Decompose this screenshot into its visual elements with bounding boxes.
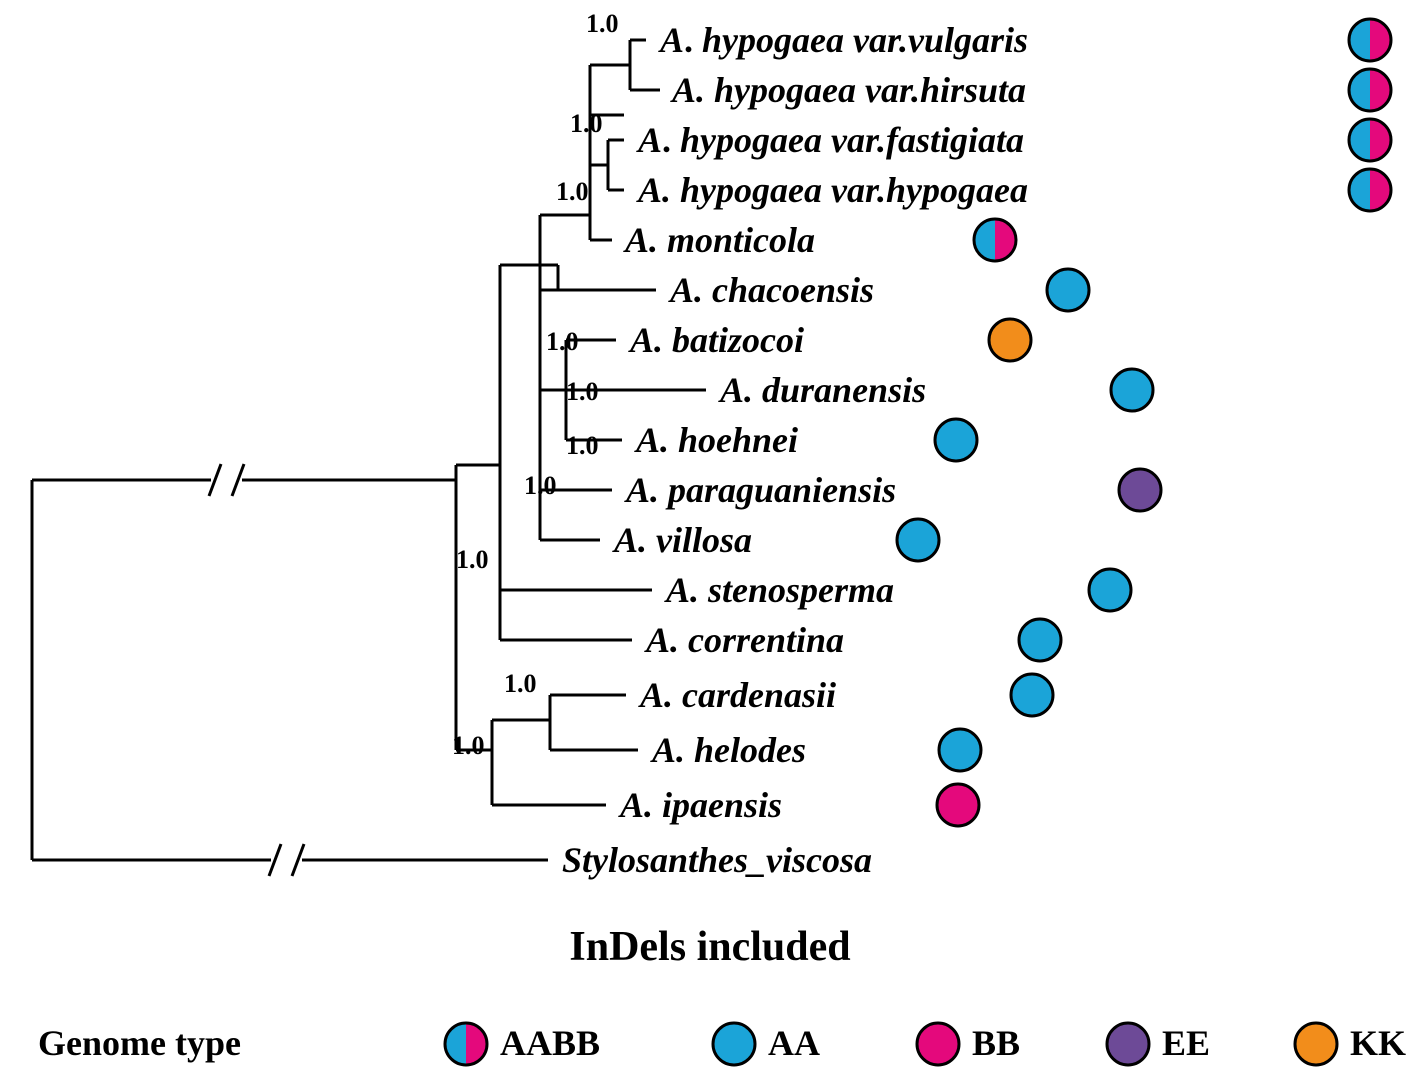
genome-marker bbox=[989, 319, 1031, 361]
taxon-label: A. hypogaea var.vulgaris bbox=[658, 20, 1028, 60]
genome-marker bbox=[1011, 674, 1053, 716]
genome-marker bbox=[1047, 269, 1089, 311]
support-value: 1.0 bbox=[586, 9, 619, 38]
genome-marker bbox=[445, 1023, 487, 1065]
genome-marker bbox=[939, 729, 981, 771]
genome-marker bbox=[1349, 19, 1391, 61]
taxon-label: A. villosa bbox=[612, 520, 752, 560]
legend-item-label: KK bbox=[1350, 1023, 1406, 1063]
taxon-label: A. ipaensis bbox=[618, 785, 782, 825]
support-value: 1.0 bbox=[556, 177, 589, 206]
genome-marker bbox=[974, 219, 1016, 261]
genome-marker bbox=[937, 784, 979, 826]
support-value: 1.0 bbox=[524, 471, 557, 500]
support-value: 1.0 bbox=[566, 377, 599, 406]
taxon-label: A. duranensis bbox=[718, 370, 926, 410]
legend-item-label: AABB bbox=[500, 1023, 600, 1063]
taxon-label: A. stenosperma bbox=[664, 570, 894, 610]
genome-marker bbox=[1349, 169, 1391, 211]
genome-marker bbox=[935, 419, 977, 461]
taxon-label: A. chacoensis bbox=[668, 270, 874, 310]
taxon-label: A. batizocoi bbox=[628, 320, 804, 360]
legend-item-label: AA bbox=[768, 1023, 820, 1063]
genome-marker bbox=[1019, 619, 1061, 661]
support-value: 1.0 bbox=[546, 327, 579, 356]
taxon-label: A. hoehnei bbox=[634, 420, 798, 460]
genome-marker bbox=[917, 1023, 959, 1065]
genome-marker bbox=[1111, 369, 1153, 411]
phylogenetic-tree: A. hypogaea var.vulgaris A. hypogaea var.… bbox=[0, 0, 1418, 1085]
genome-marker bbox=[1089, 569, 1131, 611]
taxon-label: A. helodes bbox=[650, 730, 806, 770]
taxon-label: A. paraguaniensis bbox=[624, 470, 896, 510]
support-value: 1.0 bbox=[566, 431, 599, 460]
legend-item-label: EE bbox=[1162, 1023, 1210, 1063]
genome-marker bbox=[897, 519, 939, 561]
genome-marker bbox=[1349, 69, 1391, 111]
figure-title: InDels included bbox=[569, 924, 850, 970]
genome-marker bbox=[713, 1023, 755, 1065]
taxon-label: A. hypogaea var.hypogaea bbox=[636, 170, 1028, 210]
genome-marker bbox=[1107, 1023, 1149, 1065]
taxon-label: Stylosanthes_viscosa bbox=[562, 840, 872, 880]
taxon-label: A. hypogaea var.hirsuta bbox=[670, 70, 1026, 110]
taxon-label: A. cardenasii bbox=[638, 675, 836, 715]
support-value: 1.0 bbox=[452, 731, 485, 760]
taxon-label: A. correntina bbox=[644, 620, 844, 660]
support-value: 1.0 bbox=[504, 669, 537, 698]
genome-marker bbox=[1295, 1023, 1337, 1065]
taxon-label: A. hypogaea var.fastigiata bbox=[636, 120, 1024, 160]
legend-item-label: BB bbox=[972, 1023, 1020, 1063]
taxon-label: A. monticola bbox=[623, 220, 815, 260]
legend-title: Genome type bbox=[38, 1023, 241, 1063]
genome-marker bbox=[1349, 119, 1391, 161]
support-value: 1.0 bbox=[570, 109, 603, 138]
support-value: 1.0 bbox=[456, 545, 489, 574]
genome-marker bbox=[1119, 469, 1161, 511]
